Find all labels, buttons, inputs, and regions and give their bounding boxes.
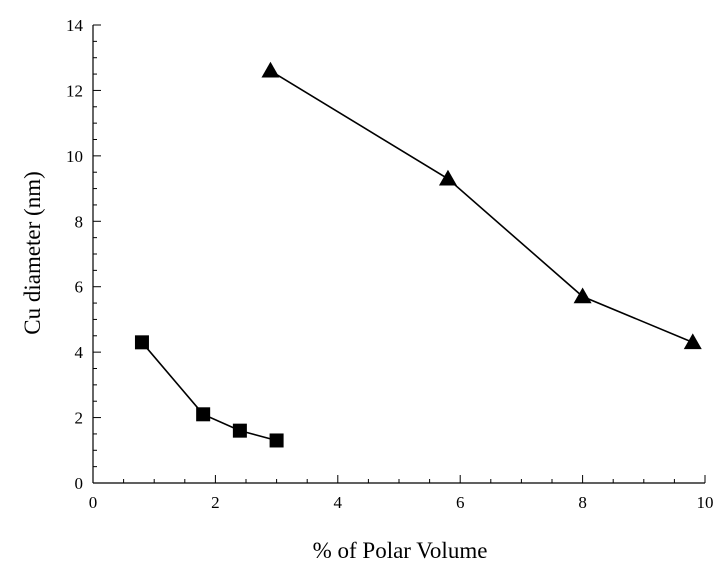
y-tick-label: 14 [66, 16, 84, 35]
x-tick-label: 0 [89, 493, 98, 512]
axes: 0 2 4 6 8 10 12 14 0 2 4 6 8 10 [66, 16, 714, 512]
series-triangle-line [270, 70, 694, 344]
x-tick-label: 10 [697, 493, 714, 512]
data-point-triangle [683, 333, 702, 350]
y-tick-label: 10 [66, 147, 83, 166]
plot-area [134, 61, 702, 448]
x-tick-label: 6 [456, 493, 465, 512]
data-point-square [196, 407, 211, 422]
data-point-square [134, 335, 149, 350]
data-point-triangle [438, 169, 457, 186]
x-axis-title: % of Polar Volume [313, 538, 488, 563]
data-point-triangle [573, 287, 592, 304]
data-point-square [269, 433, 284, 448]
series-square-line [141, 341, 277, 442]
y-tick-label: 12 [66, 81, 83, 100]
y-tick-label: 0 [75, 474, 84, 493]
x-tick-label: 8 [578, 493, 587, 512]
y-tick-label: 6 [75, 278, 84, 297]
x-tick-label: 2 [211, 493, 220, 512]
y-axis-title: Cu diameter (nm) [20, 171, 45, 335]
y-tick-label: 4 [75, 343, 84, 362]
x-tick-label: 4 [334, 493, 343, 512]
y-tick-label: 8 [75, 212, 84, 231]
y-tick-label: 2 [75, 409, 84, 428]
data-point-triangle [261, 61, 280, 78]
data-point-square [232, 423, 247, 438]
